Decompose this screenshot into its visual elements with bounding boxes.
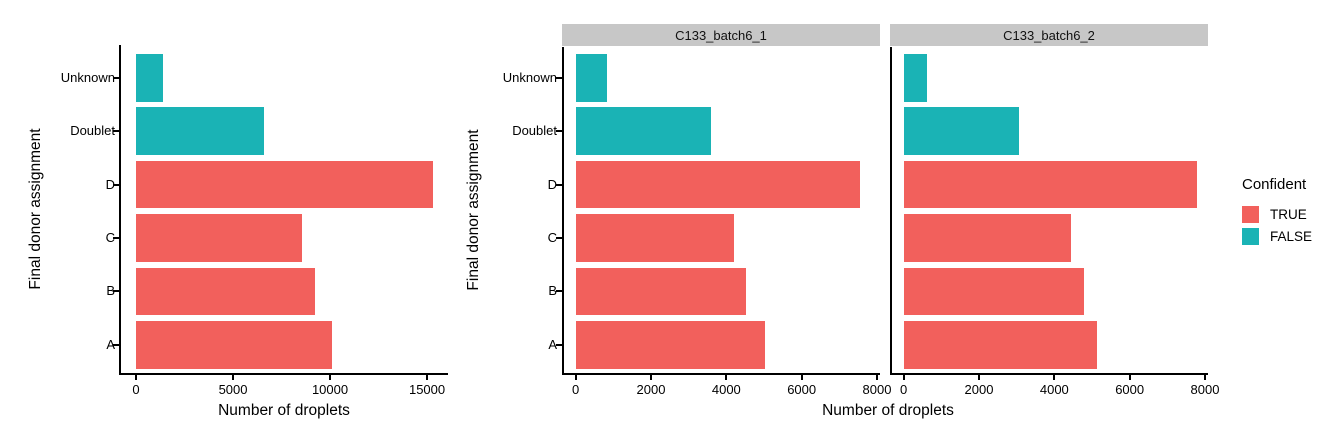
y-axis-tick	[113, 76, 119, 79]
y-axis-category-label: Unknown	[60, 69, 115, 85]
legend-label-true: TRUE	[1270, 207, 1307, 222]
x-axis-tick-label: 6000	[1115, 382, 1145, 397]
y-axis-tick	[556, 237, 562, 239]
panel-C133_batch6_1	[562, 47, 880, 375]
y-axis-tick	[113, 343, 119, 346]
x-axis-tick	[1128, 375, 1131, 380]
y-axis-tick	[113, 183, 119, 186]
x-axis-tick	[650, 375, 652, 380]
y-axis-category-label: B	[548, 283, 557, 299]
bar-C133_batch6_2-B	[903, 267, 1084, 316]
legend-label-false: FALSE	[1270, 229, 1313, 244]
y-axis-category-label: B	[106, 283, 115, 299]
facet-strip-label: C133_batch6_2	[1003, 27, 1095, 43]
facet-strip-batch6-2: C133_batch6_2	[890, 24, 1208, 46]
legend-swatch-true	[1242, 206, 1259, 223]
bar-C133_batch6_1-A	[575, 321, 765, 369]
y-axis-category-label: Doublet	[70, 123, 115, 139]
bar-combined-B	[136, 267, 315, 316]
bar-combined-C	[136, 214, 302, 262]
panel-combined	[119, 45, 448, 375]
legend: Confident TRUE FALSE	[1242, 176, 1312, 250]
x-axis-tick	[875, 375, 878, 380]
y-axis-category-label: Unknown	[502, 69, 557, 85]
bar-C133_batch6_2-D	[903, 160, 1197, 209]
x-axis-tick	[232, 375, 235, 380]
y-axis-category-label: C	[105, 230, 115, 245]
bar-C133_batch6_2-Unknown	[903, 54, 928, 102]
bar-combined-A	[136, 321, 333, 369]
bar-C133_batch6_2-A	[903, 321, 1097, 369]
x-axis-tick-label: 8000	[1190, 382, 1220, 397]
legend-item-true: TRUE	[1242, 206, 1312, 223]
y-axis-title-facets: Final donor assignment	[465, 129, 482, 291]
x-axis-tick-label: 2000	[964, 382, 994, 397]
x-axis-tick-label: 15000	[408, 382, 446, 397]
y-axis-category-label: A	[548, 336, 557, 352]
x-axis-tick-label: 4000	[711, 382, 741, 397]
y-axis-category-label: Doublet	[512, 123, 557, 139]
x-axis-tick-label: 5000	[218, 382, 248, 397]
panel-C133_batch6_2	[890, 47, 1208, 375]
bar-C133_batch6_1-B	[575, 267, 747, 316]
legend-swatch-false	[1242, 228, 1259, 245]
y-axis-tick	[556, 183, 562, 186]
bar-combined-Unknown	[136, 54, 164, 102]
bar-combined-Doublet	[136, 107, 265, 155]
bar-C133_batch6_2-C	[903, 214, 1071, 262]
x-axis-title-facets: Number of droplets	[822, 402, 954, 419]
y-axis-tick	[556, 130, 562, 133]
y-axis-tick	[556, 76, 562, 79]
x-axis-tick-label: 2000	[636, 382, 666, 397]
x-axis-tick	[978, 375, 980, 380]
x-axis-tick	[902, 375, 905, 380]
x-axis-tick	[574, 375, 577, 380]
y-axis-title: Final donor assignment	[27, 128, 44, 290]
y-axis-category-label: A	[106, 336, 115, 352]
x-axis-tick-label: 6000	[787, 382, 817, 397]
x-axis-tick	[329, 375, 332, 380]
y-axis-tick	[113, 130, 119, 133]
x-axis-tick	[725, 375, 728, 380]
x-axis-tick-label: 4000	[1039, 382, 1069, 397]
y-axis-tick	[556, 290, 562, 293]
facet-strip-label: C133_batch6_1	[675, 27, 767, 43]
x-axis-tick	[1053, 375, 1056, 380]
x-axis-title: Number of droplets	[218, 402, 350, 419]
legend-item-false: FALSE	[1242, 228, 1312, 245]
y-axis-tick	[113, 237, 119, 239]
x-axis-tick-label: 8000	[862, 382, 892, 397]
y-axis-tick	[556, 343, 562, 346]
legend-title: Confident	[1242, 176, 1307, 193]
bar-C133_batch6_1-C	[575, 214, 734, 262]
x-axis-tick	[426, 375, 429, 380]
y-axis-category-label: D	[105, 176, 115, 192]
bar-C133_batch6_1-Doublet	[575, 107, 712, 155]
y-axis-tick	[113, 290, 119, 293]
bar-combined-D	[136, 160, 433, 209]
x-axis-tick	[1203, 375, 1206, 380]
bar-C133_batch6_2-Doublet	[903, 107, 1019, 155]
bar-C133_batch6_1-D	[575, 160, 861, 209]
x-axis-tick-label: 0	[900, 382, 908, 397]
x-axis-tick-label: 10000	[311, 382, 349, 397]
x-axis-tick	[135, 375, 138, 380]
y-axis-category-label: C	[547, 230, 557, 245]
x-axis-tick	[800, 375, 803, 380]
x-axis-tick-label: 0	[132, 382, 140, 397]
y-axis-category-label: D	[547, 176, 557, 192]
bar-C133_batch6_1-Unknown	[575, 54, 607, 102]
x-axis-tick-label: 0	[572, 382, 580, 397]
facet-strip-batch6-1: C133_batch6_1	[562, 24, 880, 46]
